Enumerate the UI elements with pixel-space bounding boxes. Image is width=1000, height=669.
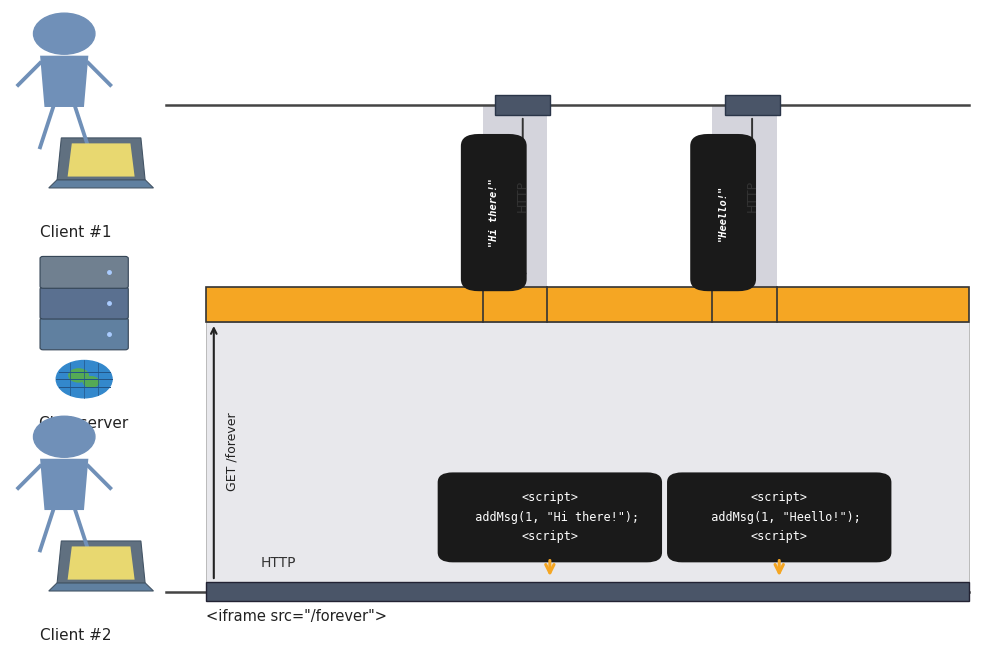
FancyBboxPatch shape: [667, 472, 891, 563]
Circle shape: [33, 13, 95, 54]
Text: Client #1: Client #1: [40, 225, 112, 240]
Text: <script>: <script>: [521, 531, 578, 543]
Text: addMsg(1, "Heello!");: addMsg(1, "Heello!");: [697, 511, 861, 524]
Circle shape: [83, 377, 99, 387]
Text: <iframe src="/forever">: <iframe src="/forever">: [206, 609, 387, 624]
FancyBboxPatch shape: [495, 94, 550, 114]
Text: HTTP: HTTP: [516, 180, 529, 212]
Text: <script>: <script>: [751, 491, 808, 504]
Text: HTTP: HTTP: [746, 180, 759, 212]
Polygon shape: [57, 138, 145, 180]
FancyBboxPatch shape: [40, 318, 128, 350]
Text: HTTP: HTTP: [261, 557, 296, 571]
Text: <script>: <script>: [521, 491, 578, 504]
Text: "Heello!": "Heello!": [718, 185, 728, 241]
FancyBboxPatch shape: [206, 322, 969, 582]
FancyBboxPatch shape: [690, 134, 756, 291]
Text: <script>: <script>: [751, 531, 808, 543]
Polygon shape: [49, 583, 153, 591]
FancyBboxPatch shape: [40, 287, 128, 319]
Polygon shape: [68, 143, 135, 177]
Polygon shape: [57, 541, 145, 583]
FancyBboxPatch shape: [40, 256, 128, 288]
Text: Chat server: Chat server: [39, 416, 128, 432]
Circle shape: [33, 416, 95, 458]
Polygon shape: [40, 56, 88, 107]
Polygon shape: [49, 180, 153, 188]
Text: Client #2: Client #2: [40, 628, 112, 643]
FancyBboxPatch shape: [206, 287, 969, 322]
FancyBboxPatch shape: [206, 582, 969, 601]
FancyBboxPatch shape: [438, 472, 662, 563]
FancyBboxPatch shape: [725, 94, 780, 114]
Polygon shape: [68, 547, 135, 579]
Text: GET /forever: GET /forever: [225, 413, 238, 492]
Text: addMsg(1, "Hi there!");: addMsg(1, "Hi there!");: [461, 511, 639, 524]
Text: "Hi there!": "Hi there!": [489, 178, 499, 247]
FancyBboxPatch shape: [461, 134, 527, 291]
FancyBboxPatch shape: [483, 104, 547, 287]
FancyBboxPatch shape: [712, 104, 777, 287]
Circle shape: [56, 361, 112, 398]
Polygon shape: [40, 459, 88, 510]
Circle shape: [69, 369, 88, 382]
